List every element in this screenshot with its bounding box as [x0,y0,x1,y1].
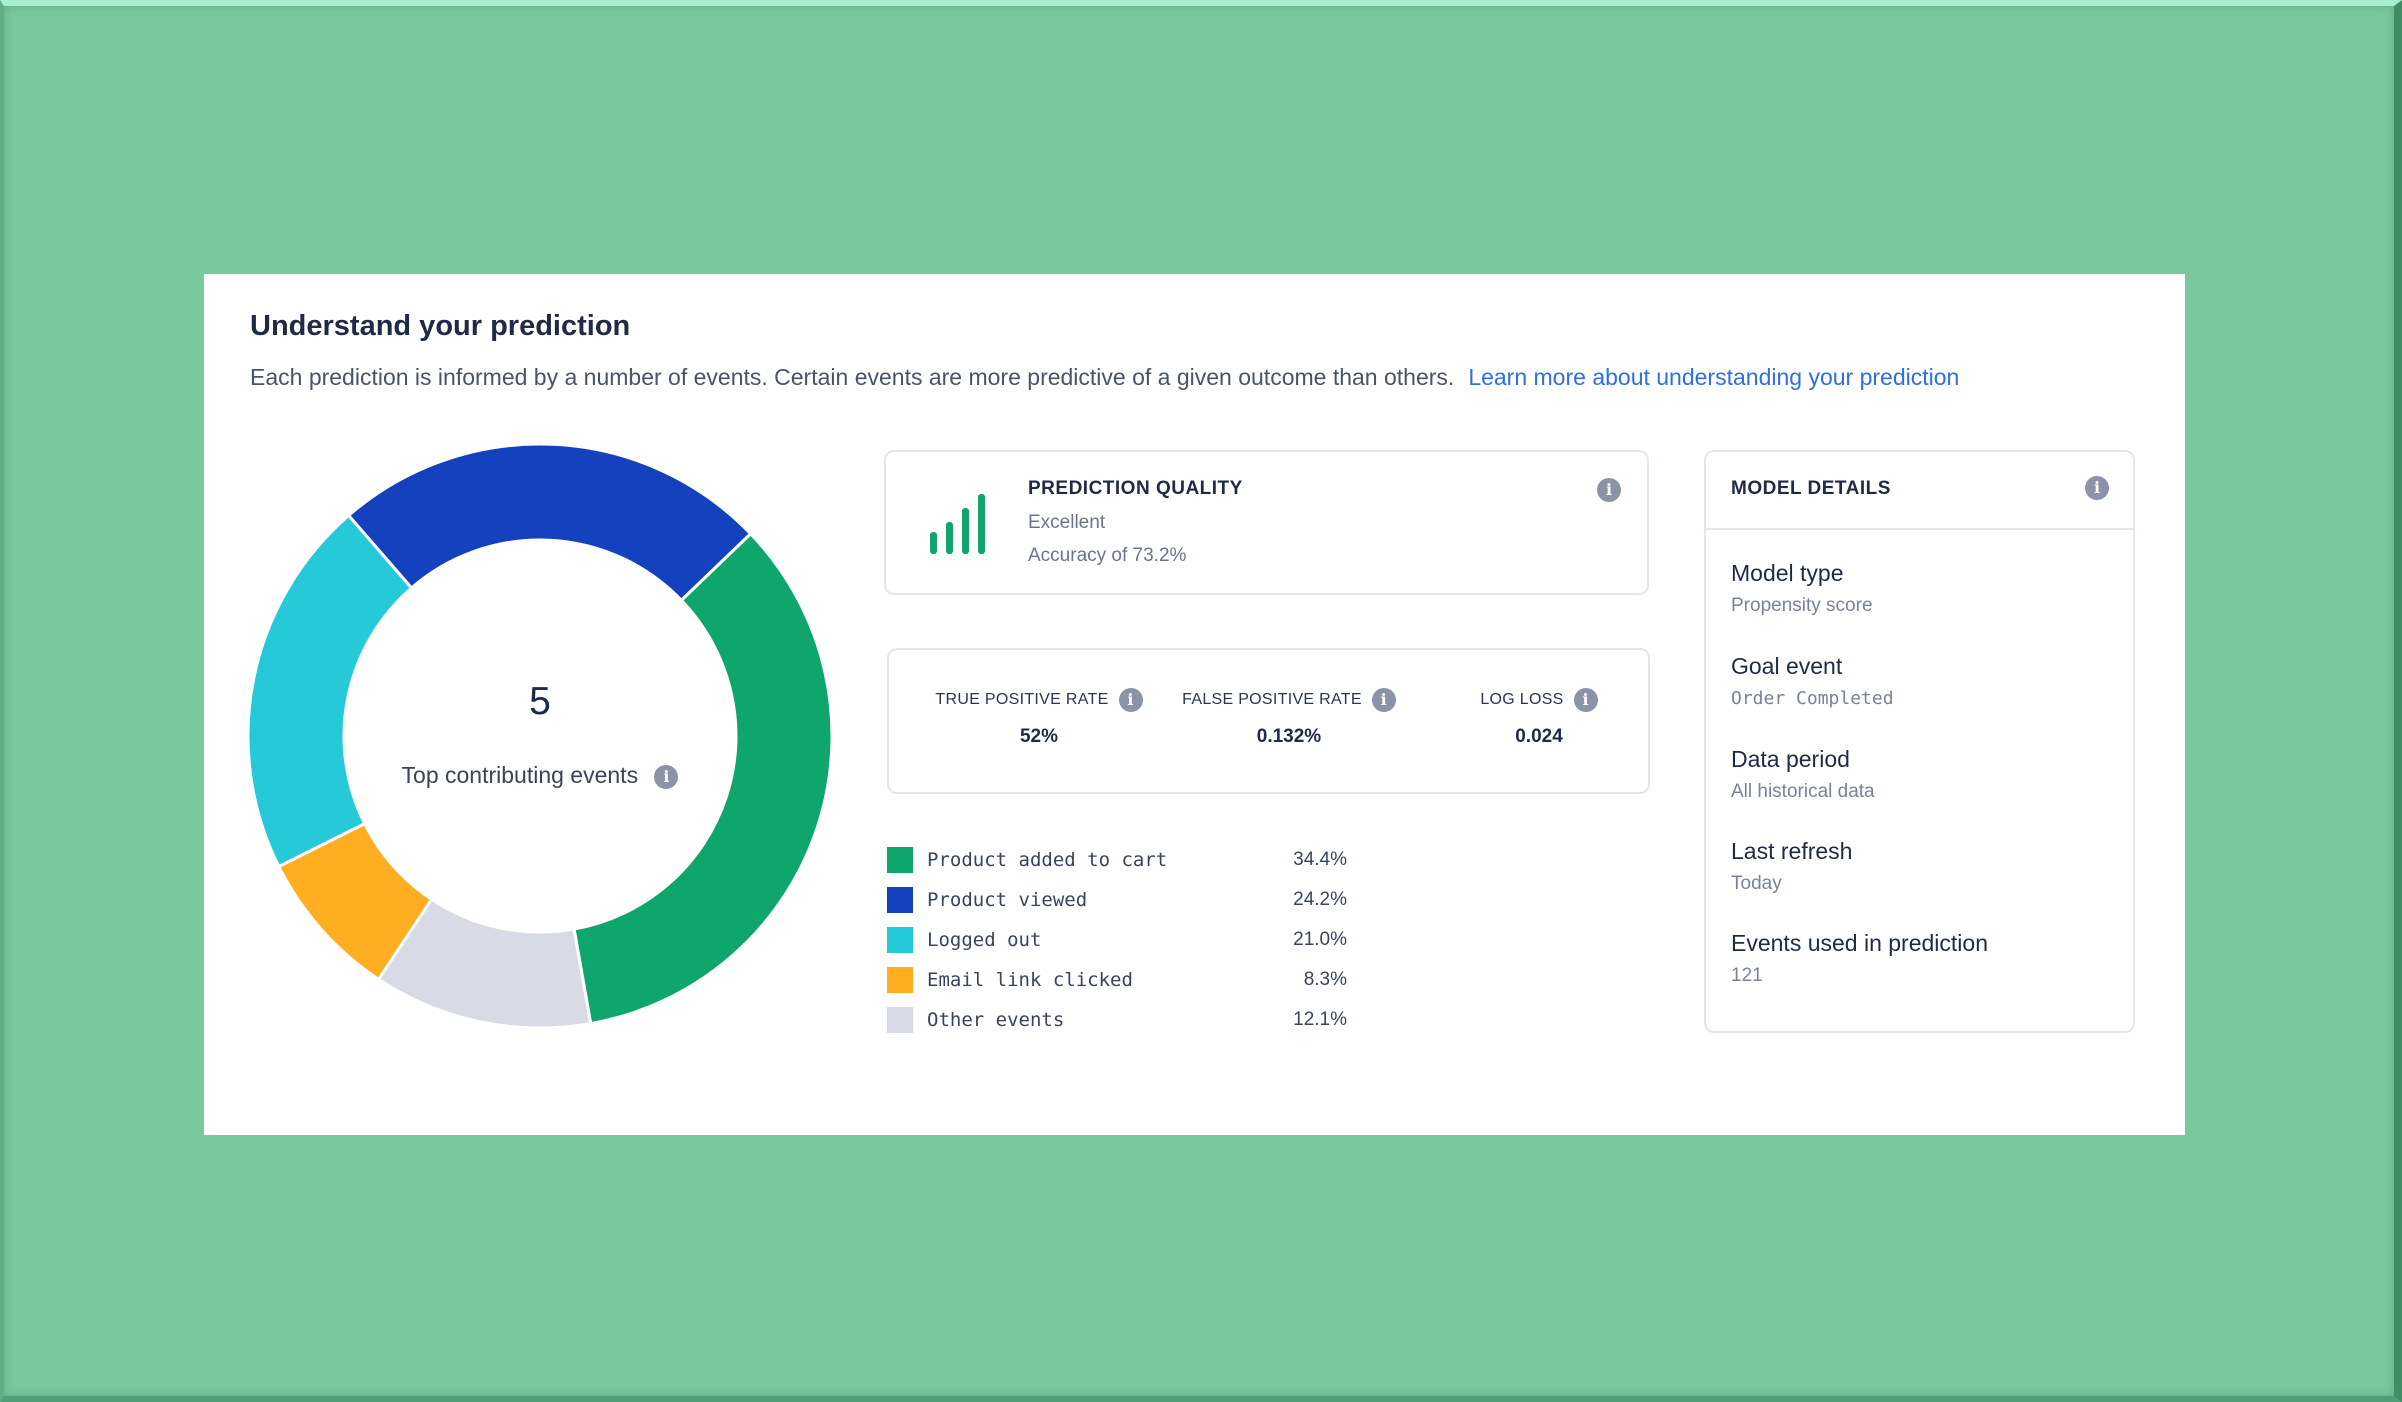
detail-goal-event: Goal event Order Completed [1731,653,1894,709]
legend-item: Logged out 21.0% [887,925,1347,965]
detail-value: Today [1731,873,1782,894]
detail-label: Data period [1731,746,1850,772]
legend-value: 24.2% [1293,889,1347,910]
legend-label: Other events [927,1009,1065,1031]
signal-strength-icon [930,494,986,554]
info-icon[interactable]: i [1371,688,1396,712]
detail-value: Propensity score [1731,595,1873,616]
page-description: Each prediction is informed by a number … [250,364,1959,391]
legend-swatch [887,887,913,913]
metric-false-positive-rate: FALSE POSITIVE RATE i 0.132% [1179,688,1399,748]
donut-chart-svg [248,444,832,1028]
prediction-quality-heading: PREDICTION QUALITY [1028,478,1243,499]
detail-value: Order Completed [1731,688,1894,709]
legend-item: Other events 12.1% [887,1005,1347,1045]
info-icon[interactable]: i [1573,688,1598,712]
detail-label: Last refresh [1731,838,1853,864]
contributing-events-count: 5 [529,680,551,723]
contributing-events-label: Top contributing events i [248,762,832,789]
legend-swatch [887,847,913,873]
detail-label: Goal event [1731,653,1843,679]
info-icon[interactable]: i [2085,476,2109,500]
detail-value: 121 [1731,965,1763,986]
legend-item: Email link clicked 8.3% [887,965,1347,1005]
legend-item: Product viewed 24.2% [887,885,1347,925]
legend-label: Product viewed [927,889,1088,911]
page-title: Understand your prediction [250,310,631,342]
detail-model-type: Model type Propensity score [1731,560,1873,617]
metric-value: 0.132% [1256,726,1322,747]
legend-swatch [887,927,913,953]
donut-slice-other-events[interactable] [376,897,593,1028]
legend-value: 12.1% [1293,1009,1347,1030]
metric-label: TRUE POSITIVE RATE [935,691,1109,709]
detail-last-refresh: Last refresh Today [1731,838,1852,895]
metric-log-loss: LOG LOSS i 0.024 [1469,688,1609,748]
detail-label: Events used in prediction [1731,930,1988,956]
model-details-card: MODEL DETAILS i Model type Propensity sc… [1704,450,2135,1033]
info-icon[interactable]: i [654,764,679,789]
prediction-card: Understand your prediction Each predicti… [204,274,2185,1135]
learn-more-link[interactable]: Learn more about understanding your pred… [1468,364,1960,390]
donut-slice-product-added-to-cart[interactable] [572,531,832,1026]
donut-slice-product-viewed[interactable] [346,444,753,603]
metric-label: FALSE POSITIVE RATE [1182,691,1362,709]
detail-label: Model type [1731,560,1844,586]
detail-events-used: Events used in prediction 121 [1731,930,1988,987]
contributing-events-label-text: Top contributing events [401,762,639,788]
info-icon[interactable]: i [1118,688,1143,712]
prediction-quality-card: PREDICTION QUALITY Excellent Accuracy of… [884,450,1649,595]
model-details-heading: MODEL DETAILS [1731,478,1891,499]
prediction-accuracy: Accuracy of 73.2% [1028,545,1187,566]
info-icon[interactable]: i [1597,478,1621,502]
legend-label: Product added to cart [927,849,1168,871]
legend-swatch [887,1007,913,1033]
donut-slice-logged-out[interactable] [248,513,414,869]
chart-legend: Product added to cart 34.4% Product view… [887,845,1347,1045]
donut-chart: 5 Top contributing events i [248,444,832,1028]
metric-true-positive-rate: TRUE POSITIVE RATE i 52% [933,688,1145,748]
legend-value: 34.4% [1293,849,1347,870]
detail-data-period: Data period All historical data [1731,746,1875,803]
metrics-card: TRUE POSITIVE RATE i 52% FALSE POSITIVE R… [887,648,1650,794]
metric-label: LOG LOSS [1480,691,1564,709]
metric-value: 0.024 [1515,726,1563,747]
model-details-header: MODEL DETAILS i [1706,452,2133,530]
legend-swatch [887,967,913,993]
legend-value: 21.0% [1293,929,1347,950]
description-text: Each prediction is informed by a number … [250,364,1455,390]
metric-value: 52% [1019,726,1059,747]
legend-label: Email link clicked [927,969,1133,991]
detail-value: All historical data [1731,781,1875,802]
legend-value: 8.3% [1303,969,1347,990]
legend-item: Product added to cart 34.4% [887,845,1347,885]
legend-label: Logged out [927,929,1042,951]
prediction-quality-rating: Excellent [1028,512,1106,533]
